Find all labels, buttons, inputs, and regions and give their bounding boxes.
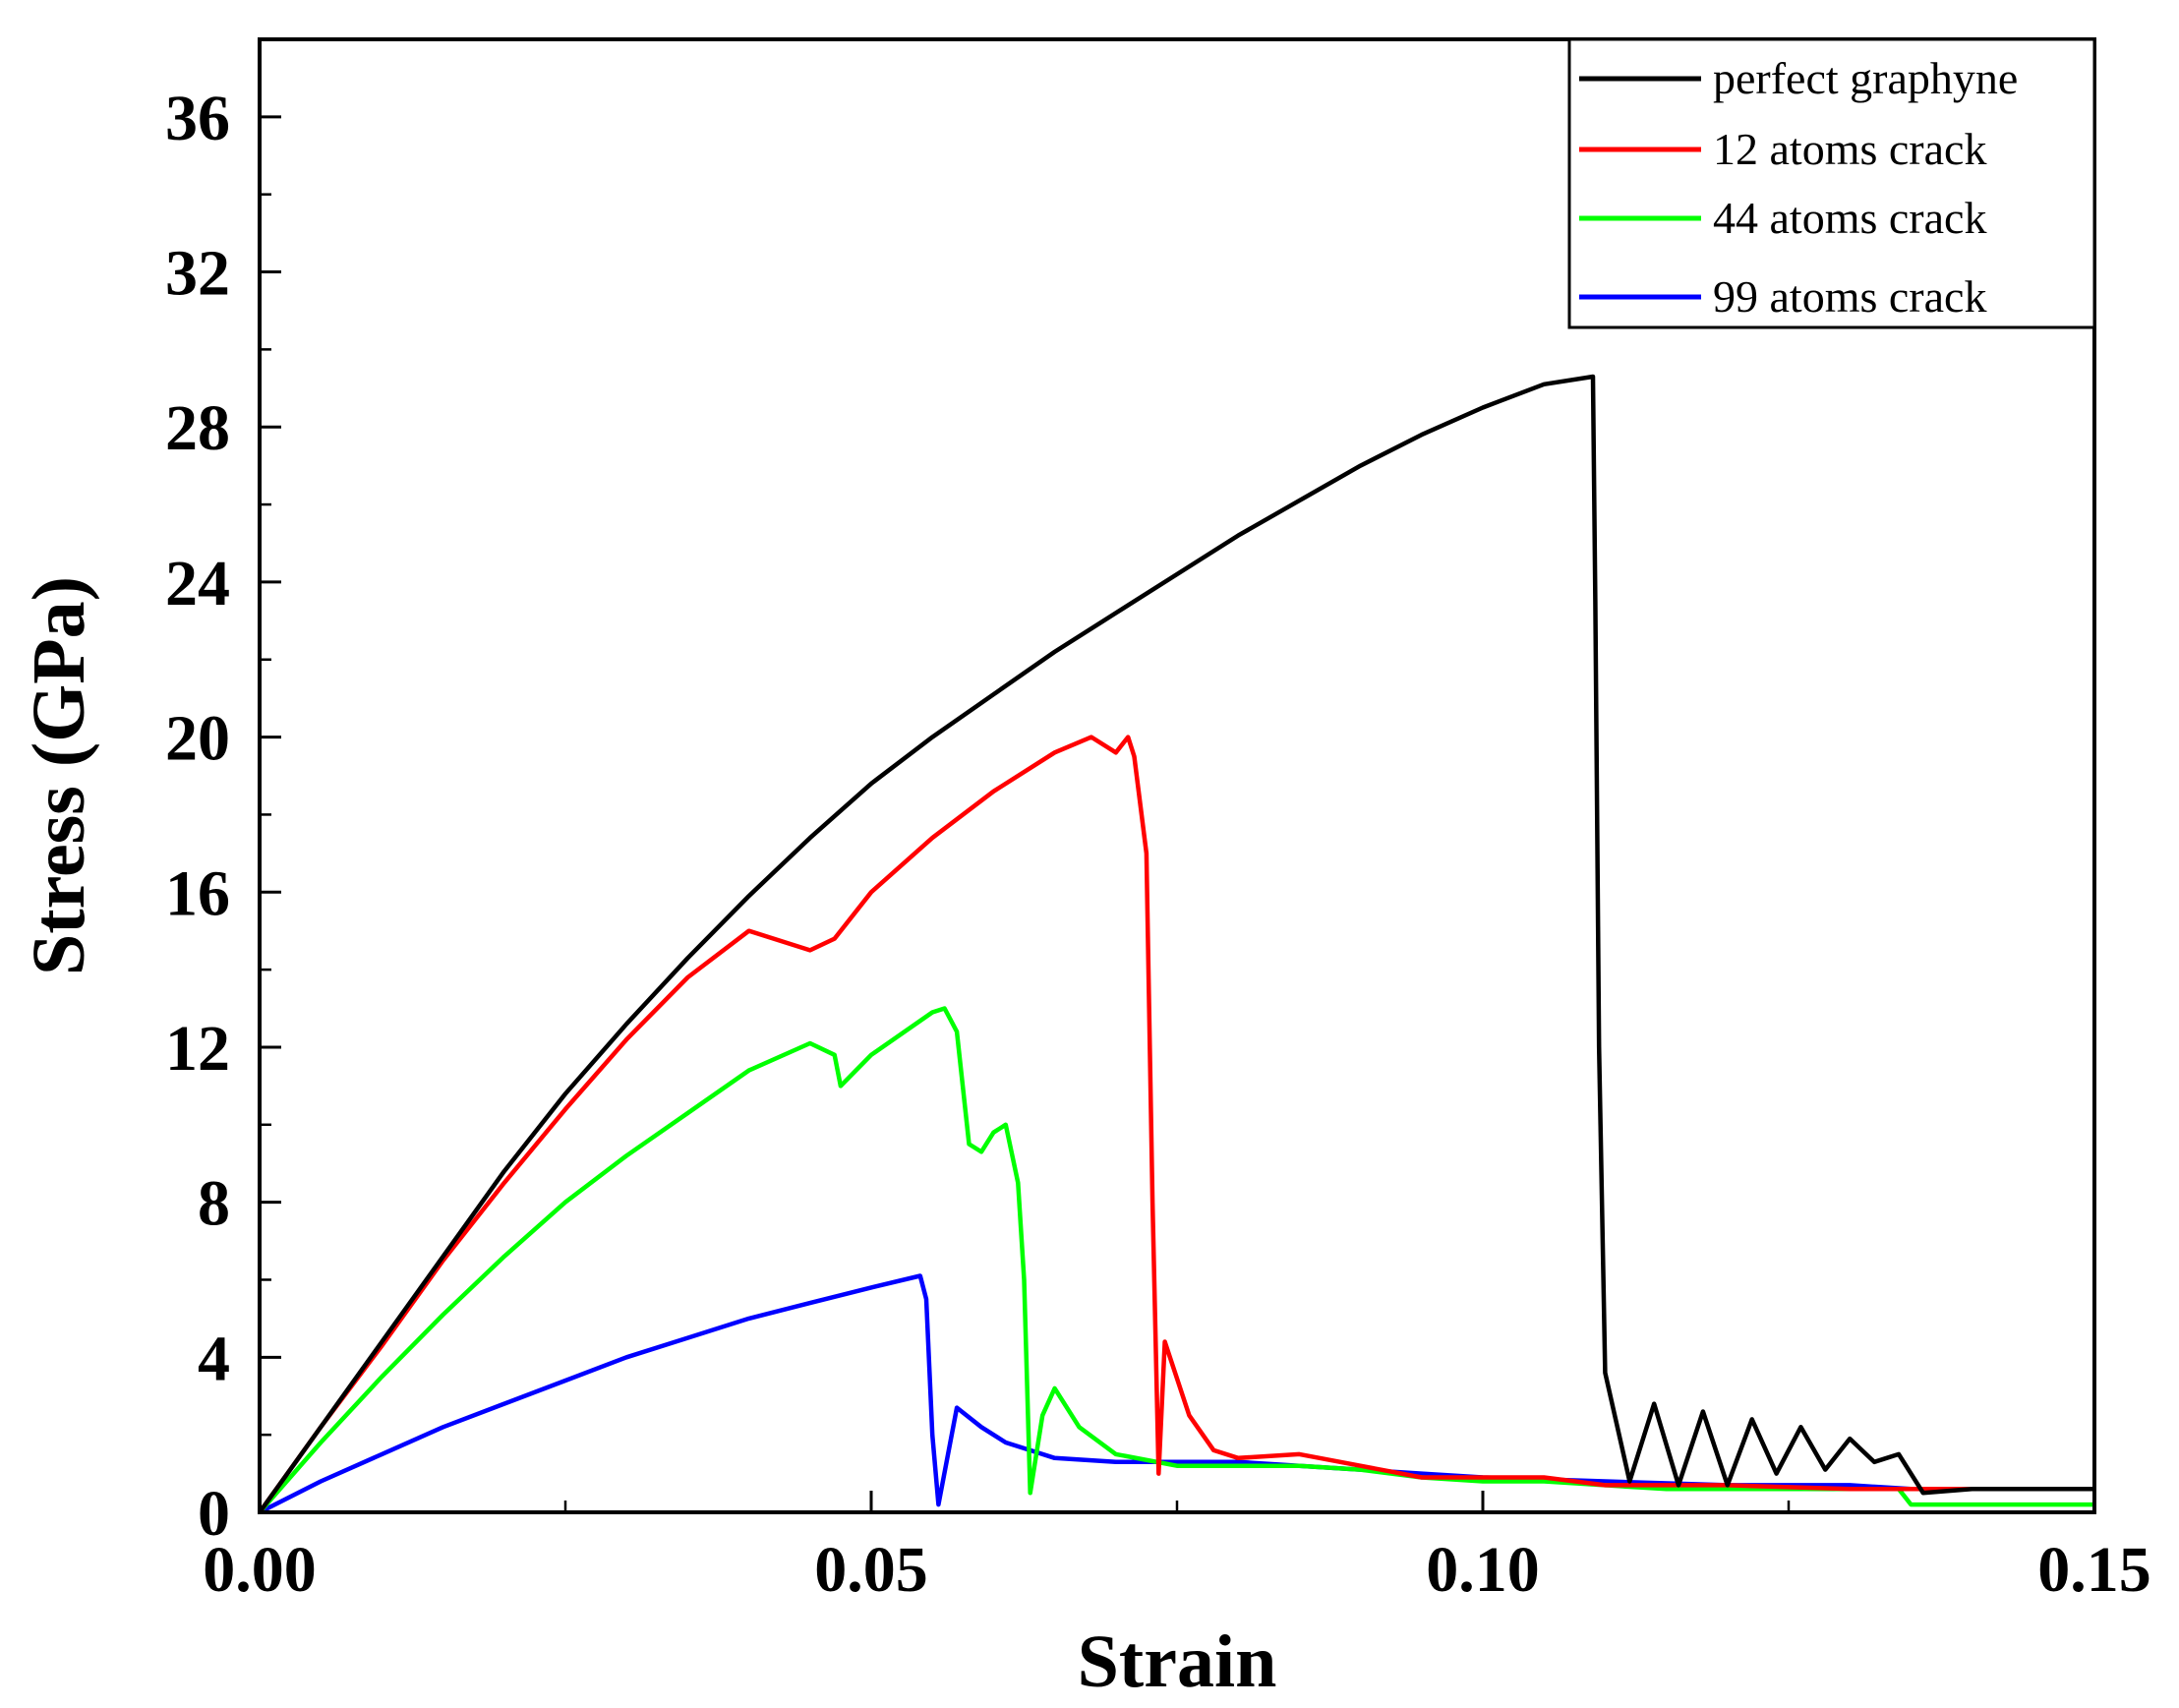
y-tick-labels: 0 4 8 12 16 20 24 28 32 36 [165,83,230,1550]
legend: perfect graphyne 12 atoms crack 44 atoms c… [1567,37,2096,329]
series-line-perfect-graphyne [258,374,2094,1514]
y-tick-label: 32 [165,238,230,310]
y-tick-label: 36 [165,83,230,154]
legend-label: 44 atoms crack [1713,193,1986,243]
x-tick-label: 0.00 [203,1534,317,1606]
series-layer [258,374,2094,1515]
series-line-12-atoms-crack [258,735,2094,1514]
series-line-44-atoms-crack [258,1006,2094,1514]
y-tick-label: 20 [165,703,230,775]
legend-label: 12 atoms crack [1713,124,1986,174]
legend-label: 99 atoms crack [1713,271,1986,322]
y-tick-label: 4 [198,1323,230,1394]
y-tick-label: 28 [165,392,230,464]
legend-label: perfect graphyne [1713,53,2018,103]
y-tick-label: 8 [198,1168,230,1240]
series-line-99-atoms-crack [258,1273,2094,1515]
plot-frame [258,37,2096,1514]
y-tick-label: 12 [165,1013,230,1085]
x-tick-label: 0.05 [814,1534,928,1606]
x-tick-label: 0.10 [1426,1534,1540,1606]
x-tick-labels: 0.00 0.05 0.10 0.15 [203,1534,2151,1606]
x-axis-title: Strain [1078,1620,1277,1703]
legend-box [1567,37,2096,329]
y-tick-label: 0 [198,1478,230,1550]
y-tick-label: 16 [165,857,230,929]
y-axis-title: Stress (GPa) [18,576,100,975]
y-tick-label: 24 [165,548,230,619]
x-tick-label: 0.15 [2037,1534,2151,1606]
